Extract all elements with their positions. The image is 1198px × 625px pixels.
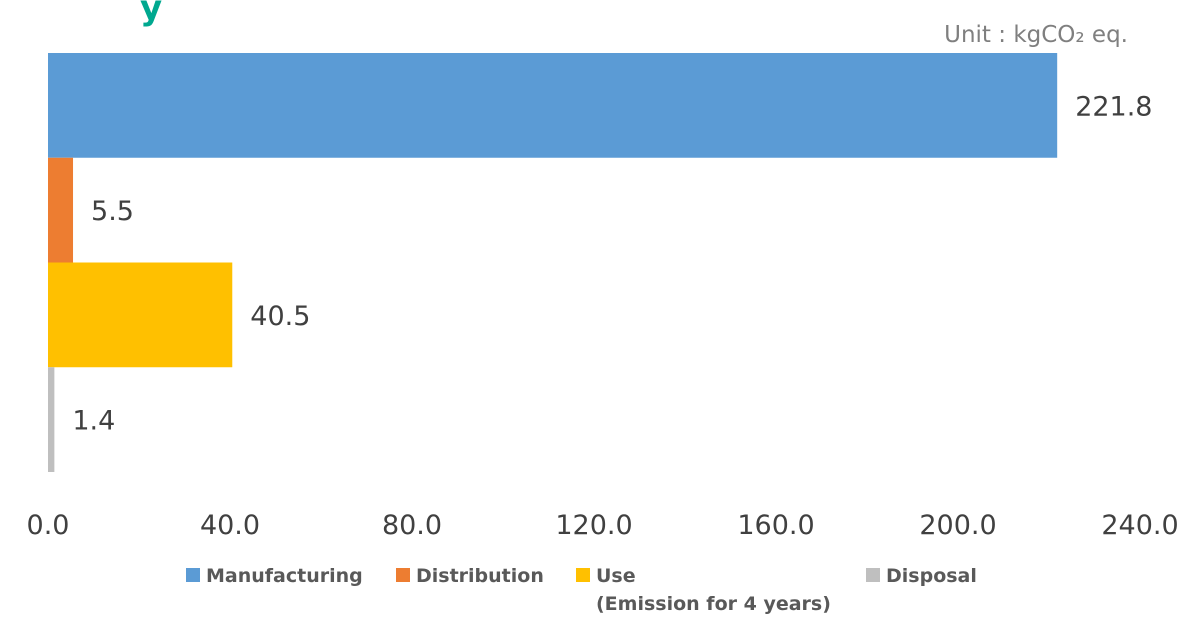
legend-sublabel-use: (Emission for 4 years) [596, 593, 831, 615]
legend-label-manufacturing: Manufacturing [206, 565, 363, 587]
x-tick-label: 240.0 [1101, 510, 1178, 541]
x-tick-label: 160.0 [737, 510, 814, 541]
bar-distribution [48, 157, 74, 263]
legend-label-disposal: Disposal [886, 565, 977, 587]
x-tick-label: 0.0 [27, 510, 70, 541]
bar-chart: 221.8 5.5 40.5 1.4 0.0 40.0 80.0 120.0 160.0 200.… [27, 53, 1179, 541]
bar-value-label-disposal: 1.4 [72, 406, 115, 437]
legend-swatch-use [576, 568, 590, 582]
legend-swatch-disposal [866, 568, 880, 582]
chart-title-fragment: y [140, 0, 163, 28]
unit-label: Unit : kgCO₂ eq. [944, 22, 1128, 48]
x-tick-label: 40.0 [200, 510, 260, 541]
legend-swatch-manufacturing [186, 568, 200, 582]
bar-value-label-manufacturing: 221.8 [1075, 91, 1152, 122]
x-tick-label: 120.0 [555, 510, 632, 541]
legend-label-distribution: Distribution [416, 565, 544, 587]
legend-label-use: Use [596, 565, 636, 587]
bar-value-label-distribution: 5.5 [91, 196, 134, 227]
bar-value-label-use: 40.5 [250, 301, 310, 332]
legend-item-disposal: Disposal [866, 565, 977, 587]
legend-item-distribution: Distribution [396, 565, 544, 587]
bar-disposal [48, 367, 55, 472]
bar-manufacturing [48, 53, 1058, 158]
legend-item-manufacturing: Manufacturing [186, 565, 363, 587]
x-tick-label: 80.0 [382, 510, 442, 541]
legend-item-use: Use (Emission for 4 years) [576, 565, 831, 615]
bar-use [48, 262, 233, 368]
legend-swatch-distribution [396, 568, 410, 582]
x-tick-label: 200.0 [919, 510, 996, 541]
